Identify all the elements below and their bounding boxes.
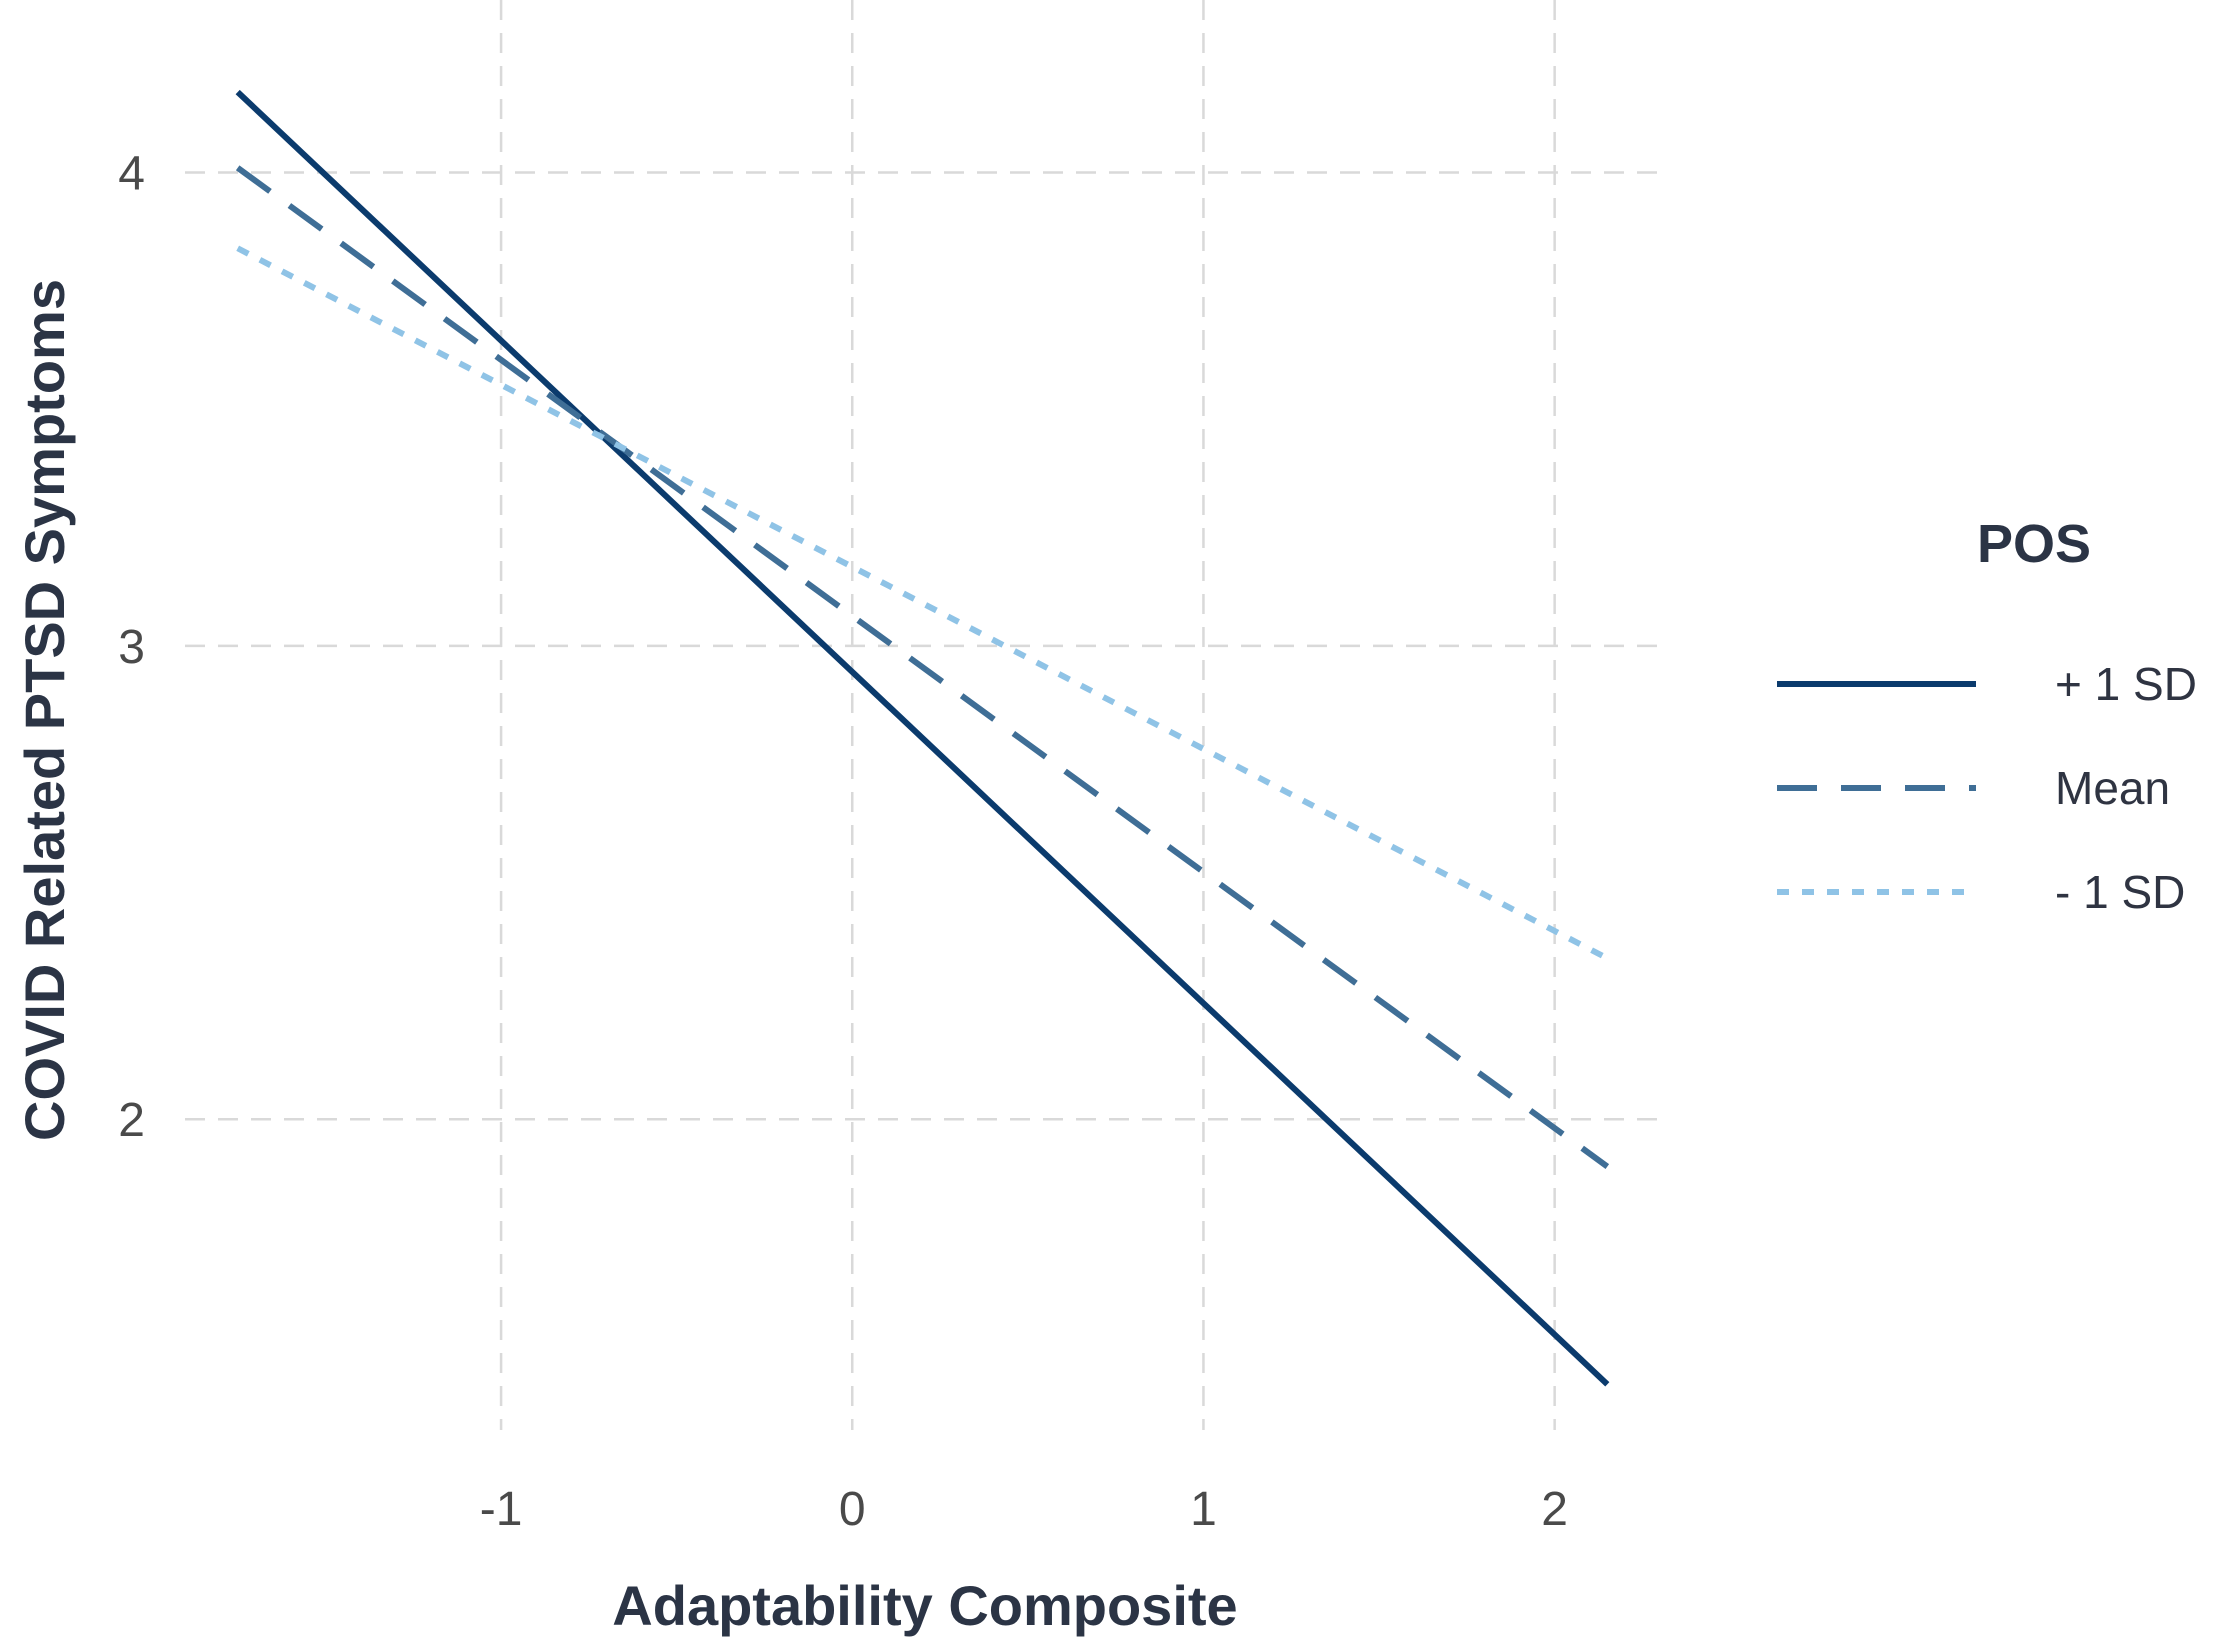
grid-lines bbox=[185, 0, 1660, 1430]
legend-title: POS bbox=[1977, 514, 2091, 574]
x-tick-label-3: 2 bbox=[1541, 1483, 1568, 1536]
y-axis-title: COVID Related PTSD Symptoms bbox=[13, 279, 76, 1141]
series-line-0 bbox=[235, 89, 1610, 1387]
series-line-1 bbox=[235, 165, 1610, 1169]
x-axis-title: Adaptability Composite bbox=[612, 1574, 1237, 1637]
y-tick-label-1: 3 bbox=[118, 621, 145, 674]
legend-label-0: + 1 SD bbox=[2055, 658, 2197, 710]
y-tick-label-0: 2 bbox=[118, 1094, 145, 1147]
x-tick-label-0: -1 bbox=[480, 1483, 523, 1536]
series-lines bbox=[235, 89, 1610, 1387]
x-tick-label-2: 1 bbox=[1190, 1483, 1217, 1536]
y-tick-label-2: 4 bbox=[118, 148, 145, 201]
legend-label-1: Mean bbox=[2055, 762, 2170, 814]
x-tick-label-1: 0 bbox=[839, 1483, 866, 1536]
legend-items: + 1 SD Mean - 1 SD bbox=[1777, 658, 2197, 918]
series-line-2 bbox=[236, 245, 1609, 961]
tick-labels: -1 0 1 2 2 3 4 bbox=[118, 148, 1568, 1536]
legend: POS + 1 SD Mean - 1 SD bbox=[1777, 514, 2197, 918]
legend-label-2: - 1 SD bbox=[2055, 866, 2185, 918]
